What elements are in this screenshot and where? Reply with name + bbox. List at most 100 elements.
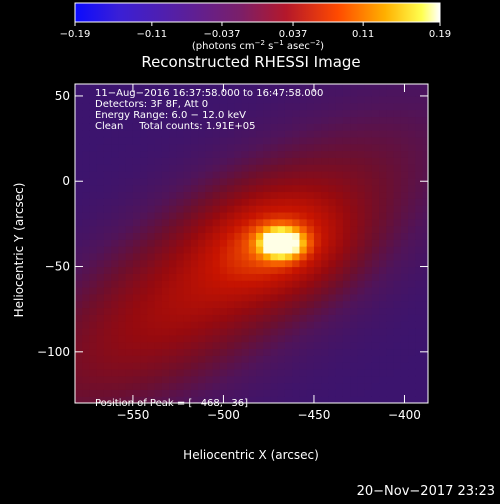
heatmap-cell bbox=[190, 130, 199, 138]
heatmap-cell bbox=[284, 205, 293, 213]
heatmap-cell bbox=[248, 89, 257, 97]
heatmap-cell bbox=[103, 89, 112, 97]
heatmap-cell bbox=[103, 184, 112, 193]
heatmap-cell bbox=[219, 321, 228, 329]
heatmap-cell bbox=[277, 164, 286, 172]
heatmap-cell bbox=[219, 164, 228, 172]
heatmap-cell bbox=[313, 198, 322, 206]
heatmap-cell bbox=[103, 314, 112, 322]
heatmap-cell bbox=[422, 355, 428, 363]
heatmap-cell bbox=[234, 205, 243, 213]
heatmap-cell bbox=[371, 252, 380, 261]
heatmap-cell bbox=[284, 300, 293, 309]
heatmap-cell bbox=[270, 164, 279, 172]
heatmap-cell bbox=[241, 211, 250, 220]
heatmap-cell bbox=[292, 205, 301, 213]
heatmap-cell bbox=[198, 327, 206, 336]
heatmap-cell bbox=[190, 348, 199, 356]
colorbar-tick-label: 0.11 bbox=[352, 29, 374, 40]
heatmap-cell bbox=[89, 177, 98, 186]
heatmap-cell bbox=[342, 375, 351, 384]
heatmap-cell bbox=[212, 273, 221, 281]
heatmap-cell bbox=[75, 225, 83, 234]
heatmap-cell bbox=[125, 266, 134, 274]
heatmap-cell bbox=[176, 246, 185, 254]
heatmap-cell bbox=[321, 246, 330, 254]
heatmap-cell bbox=[241, 314, 250, 322]
heatmap-cell bbox=[357, 348, 366, 356]
heatmap-cell bbox=[248, 232, 257, 240]
heatmap-cell bbox=[198, 389, 206, 397]
heatmap-cell bbox=[270, 273, 279, 281]
heatmap-cell bbox=[132, 259, 141, 268]
heatmap-cell bbox=[118, 355, 127, 363]
heatmap-cell bbox=[176, 362, 185, 370]
heatmap-cell bbox=[313, 321, 322, 329]
heatmap-cell bbox=[241, 348, 250, 356]
heatmap-cell bbox=[292, 382, 301, 390]
heatmap-cell bbox=[147, 84, 156, 90]
heatmap-cell bbox=[205, 225, 214, 234]
heatmap-cell bbox=[379, 130, 387, 138]
heatmap-cell bbox=[161, 123, 170, 131]
heatmap-cell bbox=[190, 355, 199, 363]
heatmap-cell bbox=[205, 327, 214, 336]
heatmap-cell bbox=[256, 116, 264, 124]
heatmap-cell bbox=[393, 266, 402, 274]
heatmap-cell bbox=[415, 293, 424, 302]
heatmap-cell bbox=[321, 382, 330, 390]
heatmap-cell bbox=[140, 252, 149, 261]
heatmap-cell bbox=[96, 116, 105, 124]
heatmap-cell bbox=[103, 368, 112, 377]
heatmap-cell bbox=[212, 150, 221, 158]
heatmap-cell bbox=[342, 184, 351, 193]
heatmap-cell bbox=[386, 280, 395, 288]
heatmap-cell bbox=[103, 102, 112, 111]
heatmap-cell bbox=[386, 136, 395, 145]
heatmap-cell bbox=[212, 348, 221, 356]
heatmap-cell bbox=[364, 95, 373, 104]
heatmap-cell bbox=[277, 300, 286, 309]
heatmap-cell bbox=[277, 293, 286, 302]
heatmap-cell bbox=[379, 95, 387, 104]
heatmap-cell bbox=[227, 198, 235, 206]
heatmap-cell bbox=[422, 327, 428, 336]
heatmap-cell bbox=[161, 211, 170, 220]
heatmap-cell bbox=[219, 375, 228, 384]
heatmap-cell bbox=[328, 300, 337, 309]
heatmap-cell bbox=[183, 150, 192, 158]
heatmap-cell bbox=[292, 232, 301, 240]
heatmap-cell bbox=[241, 102, 250, 111]
heatmap-cell bbox=[342, 84, 351, 90]
heatmap-cell bbox=[132, 348, 141, 356]
heatmap-cell bbox=[111, 191, 120, 199]
heatmap-cell bbox=[183, 225, 192, 234]
heatmap-cell bbox=[393, 389, 402, 397]
heatmap-cell bbox=[357, 396, 366, 403]
heatmap-cell bbox=[234, 287, 243, 295]
heatmap-cell bbox=[328, 287, 337, 295]
heatmap-cell bbox=[386, 116, 395, 124]
heatmap-cell bbox=[96, 171, 105, 179]
heatmap-cell bbox=[176, 259, 185, 268]
heatmap-cell bbox=[306, 246, 315, 254]
heatmap-cell bbox=[140, 218, 149, 227]
heatmap-cell bbox=[132, 95, 141, 104]
heatmap-cell bbox=[227, 211, 235, 220]
heatmap-cell bbox=[125, 136, 134, 145]
heatmap-cell bbox=[422, 164, 428, 172]
heatmap-cell bbox=[248, 293, 257, 302]
heatmap-cell bbox=[393, 348, 402, 356]
heatmap-cell bbox=[103, 130, 112, 138]
heatmap-cell bbox=[321, 116, 330, 124]
heatmap-cell bbox=[313, 348, 322, 356]
heatmap-cell bbox=[227, 266, 235, 274]
heatmap-cell bbox=[357, 273, 366, 281]
heatmap-cell bbox=[125, 89, 134, 97]
heatmap-cell bbox=[118, 211, 127, 220]
heatmap-cell bbox=[306, 95, 315, 104]
heatmap-cell bbox=[212, 95, 221, 104]
heatmap-cell bbox=[292, 273, 301, 281]
heatmap-cell bbox=[111, 205, 120, 213]
heatmap-cell bbox=[111, 327, 120, 336]
